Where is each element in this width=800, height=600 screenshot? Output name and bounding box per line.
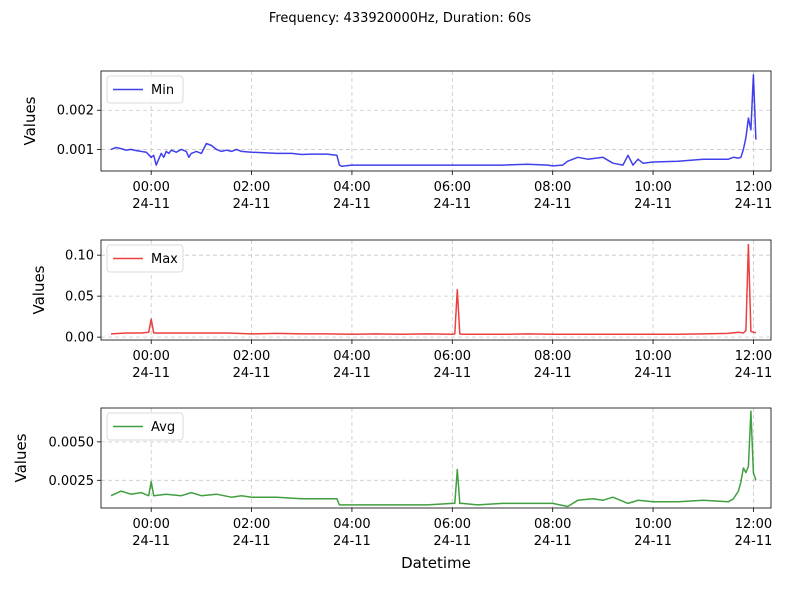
x-tick-sublabel: 24-11 [132, 366, 170, 381]
x-tick-sublabel: 24-11 [333, 366, 371, 381]
x-tick-label: 00:00 [132, 349, 169, 364]
x-tick-sublabel: 24-11 [735, 197, 773, 212]
x-tick-sublabel: 24-11 [735, 366, 773, 381]
x-tick-sublabel: 24-11 [233, 366, 271, 381]
x-tick-label: 06:00 [434, 349, 471, 364]
x-tick-label: 10:00 [634, 517, 671, 532]
x-tick-label: 02:00 [233, 180, 270, 195]
y-tick-label: 0.05 [65, 290, 94, 305]
x-tick-sublabel: 24-11 [534, 534, 572, 549]
legend-label: Min [151, 83, 174, 98]
x-tick-label: 08:00 [534, 517, 571, 532]
x-tick-sublabel: 24-11 [534, 197, 572, 212]
x-tick-label: 00:00 [132, 180, 169, 195]
y-tick-label: 0.001 [57, 143, 94, 158]
x-tick-label: 06:00 [434, 517, 471, 532]
y-tick-label: 0.00 [65, 331, 94, 346]
x-tick-label: 08:00 [534, 349, 571, 364]
legend-label: Max [151, 252, 178, 267]
y-axis-label: Values [12, 433, 30, 482]
x-tick-label: 12:00 [735, 180, 772, 195]
x-tick-sublabel: 24-11 [634, 197, 672, 212]
y-tick-label: 0.10 [65, 249, 94, 264]
subplot-min: 00:00 24-11 02:00 24-11 04:00 24-11 06:00 24-11… [21, 70, 773, 212]
legend-box [106, 244, 184, 273]
series-line-min [110, 74, 757, 168]
x-tick-sublabel: 24-11 [333, 534, 371, 549]
subplot-max: 00:00 24-11 02:00 24-11 04:00 24-11 06:00 24-11… [30, 239, 773, 381]
x-tick-sublabel: 24-11 [433, 366, 471, 381]
axes-frame [100, 70, 772, 172]
x-tick-label: 08:00 [534, 180, 571, 195]
series-line-avg [110, 410, 757, 508]
x-axis-label: Datetime [401, 554, 471, 572]
y-tick-label: 0.0050 [49, 435, 95, 450]
y-tick-label: 0.0025 [49, 474, 95, 489]
x-tick-sublabel: 24-11 [534, 366, 572, 381]
x-tick-sublabel: 24-11 [233, 534, 271, 549]
legend-box [106, 75, 184, 104]
x-tick-sublabel: 24-11 [132, 534, 170, 549]
legend-label: Avg [151, 420, 175, 435]
x-tick-label: 04:00 [333, 349, 370, 364]
axes-frame [100, 239, 772, 341]
x-tick-label: 10:00 [634, 349, 671, 364]
x-tick-label: 06:00 [434, 180, 471, 195]
x-tick-label: 04:00 [333, 517, 370, 532]
x-tick-label: 10:00 [634, 180, 671, 195]
y-tick-label: 0.002 [57, 104, 94, 119]
y-axis-label: Values [21, 96, 39, 145]
x-tick-sublabel: 24-11 [634, 534, 672, 549]
x-tick-sublabel: 24-11 [634, 366, 672, 381]
figure-title: Frequency: 433920000Hz, Duration: 60s [269, 11, 532, 26]
x-tick-label: 02:00 [233, 517, 270, 532]
axes-frame [100, 407, 772, 509]
x-tick-label: 04:00 [333, 180, 370, 195]
x-tick-sublabel: 24-11 [433, 534, 471, 549]
subplot-avg: 00:00 24-11 02:00 24-11 04:00 24-11 06:00 24-11… [12, 407, 773, 549]
y-axis-label: Values [30, 265, 48, 314]
x-tick-label: 12:00 [735, 517, 772, 532]
x-tick-label: 12:00 [735, 349, 772, 364]
x-tick-label: 00:00 [132, 517, 169, 532]
x-tick-sublabel: 24-11 [132, 197, 170, 212]
series-line-max [110, 243, 757, 336]
legend-box [106, 412, 184, 441]
x-tick-label: 02:00 [233, 349, 270, 364]
x-tick-sublabel: 24-11 [233, 197, 271, 212]
x-tick-sublabel: 24-11 [333, 197, 371, 212]
x-tick-sublabel: 24-11 [735, 534, 773, 549]
x-tick-sublabel: 24-11 [433, 197, 471, 212]
